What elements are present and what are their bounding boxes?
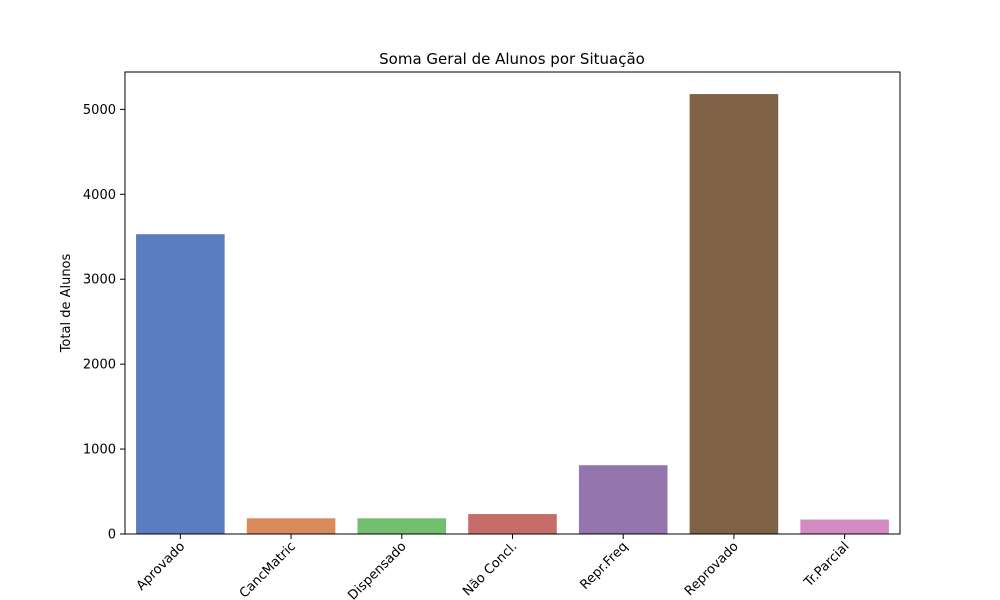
bar-aprovado xyxy=(136,234,225,534)
y-tick-label: 0 xyxy=(108,528,116,543)
x-tick-label: Reprovado xyxy=(682,539,742,599)
x-tick-label: Repr.Freq xyxy=(577,539,631,593)
y-tick-label: 3000 xyxy=(83,273,116,288)
x-tick-label: Tr.Parcial xyxy=(801,539,853,591)
bar-cancmatric xyxy=(246,518,336,534)
y-tick-label: 5000 xyxy=(83,103,116,118)
x-axis: Aprovado CancMatric Dispensado Não Concl. Re… xyxy=(134,534,853,600)
x-tick-label: CancMatric xyxy=(237,539,299,600)
x-tick-label: Não Concl. xyxy=(460,539,520,599)
bars-group xyxy=(136,94,889,535)
y-tick-label: 4000 xyxy=(83,188,116,203)
bar-repr-freq xyxy=(578,465,668,534)
x-tick-label: Aprovado xyxy=(134,539,188,593)
bar-dispensado xyxy=(357,518,447,534)
plot-frame xyxy=(124,71,901,535)
y-tick-label: 1000 xyxy=(83,443,116,458)
y-tick-label: 2000 xyxy=(83,358,116,373)
bar-tr-parcial xyxy=(800,519,889,534)
bar-reprovado xyxy=(689,94,779,535)
bar-n-o-concl xyxy=(468,514,557,534)
y-axis-label: Total de Alunos xyxy=(59,253,74,353)
y-axis: 0 1000 2000 3000 4000 5000 xyxy=(83,103,125,543)
chart-title: Soma Geral de Alunos por Situação xyxy=(379,50,645,68)
x-tick-label: Dispensado xyxy=(345,539,409,600)
